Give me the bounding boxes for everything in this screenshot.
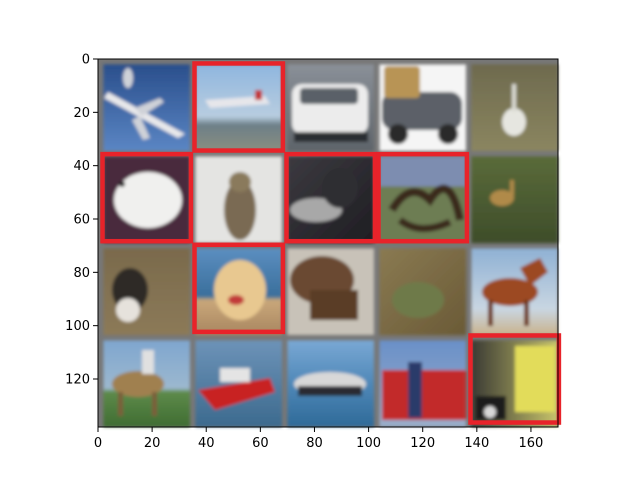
x-tick-label: 80 xyxy=(306,436,323,451)
tile-horse-1 xyxy=(471,248,558,335)
tile-airplane-1 xyxy=(103,64,190,151)
tile-frog-1 xyxy=(287,248,374,335)
x-tick-label: 0 xyxy=(94,436,102,451)
highlight-frame xyxy=(192,242,286,335)
highlight-frame xyxy=(376,151,470,244)
tile-vintage-car xyxy=(379,64,466,151)
tile-dog-2 xyxy=(195,248,282,335)
y-tick-label: 100 xyxy=(65,319,90,334)
y-tick-label: 20 xyxy=(73,106,90,121)
tile-truck xyxy=(471,340,558,427)
y-tick-label: 40 xyxy=(73,159,90,174)
tile-deer-antlers xyxy=(379,156,466,243)
highlight-frame xyxy=(100,151,194,244)
tile-ship xyxy=(287,340,374,427)
y-axis: 0 20 40 60 80 100 120 xyxy=(65,53,98,388)
x-tick-label: 100 xyxy=(356,436,381,451)
tile-bird-2 xyxy=(103,156,190,243)
tile-cat-2 xyxy=(287,156,374,243)
y-tick-label: 80 xyxy=(73,266,90,281)
x-tick-label: 20 xyxy=(144,436,161,451)
highlight-frames xyxy=(100,61,562,425)
tile-bird-1 xyxy=(471,64,558,151)
highlight-frame xyxy=(284,151,378,244)
tile-deer xyxy=(471,156,558,243)
tile-frog-2 xyxy=(379,248,466,335)
axes-frame xyxy=(97,58,559,428)
tile-speedboat xyxy=(195,340,282,427)
tile-horse-rider xyxy=(103,340,190,427)
y-tick-label: 120 xyxy=(65,373,90,388)
x-tick-label: 140 xyxy=(464,436,489,451)
highlight-frame xyxy=(468,333,562,425)
x-axis: 0 20 40 60 80 100 120 140 160 xyxy=(94,427,543,451)
y-tick-label: 60 xyxy=(73,213,90,228)
x-tick-label: 120 xyxy=(410,436,435,451)
tile-dog-1 xyxy=(103,248,190,335)
tile-fire-truck xyxy=(379,340,466,427)
tile-airplane-2 xyxy=(195,64,282,151)
tile-white-car xyxy=(287,64,374,151)
x-tick-label: 60 xyxy=(252,436,269,451)
tile-cat-1 xyxy=(195,156,282,243)
highlight-frame xyxy=(192,61,286,153)
x-tick-label: 160 xyxy=(519,436,544,451)
y-tick-label: 0 xyxy=(82,53,90,68)
x-tick-label: 40 xyxy=(198,436,215,451)
